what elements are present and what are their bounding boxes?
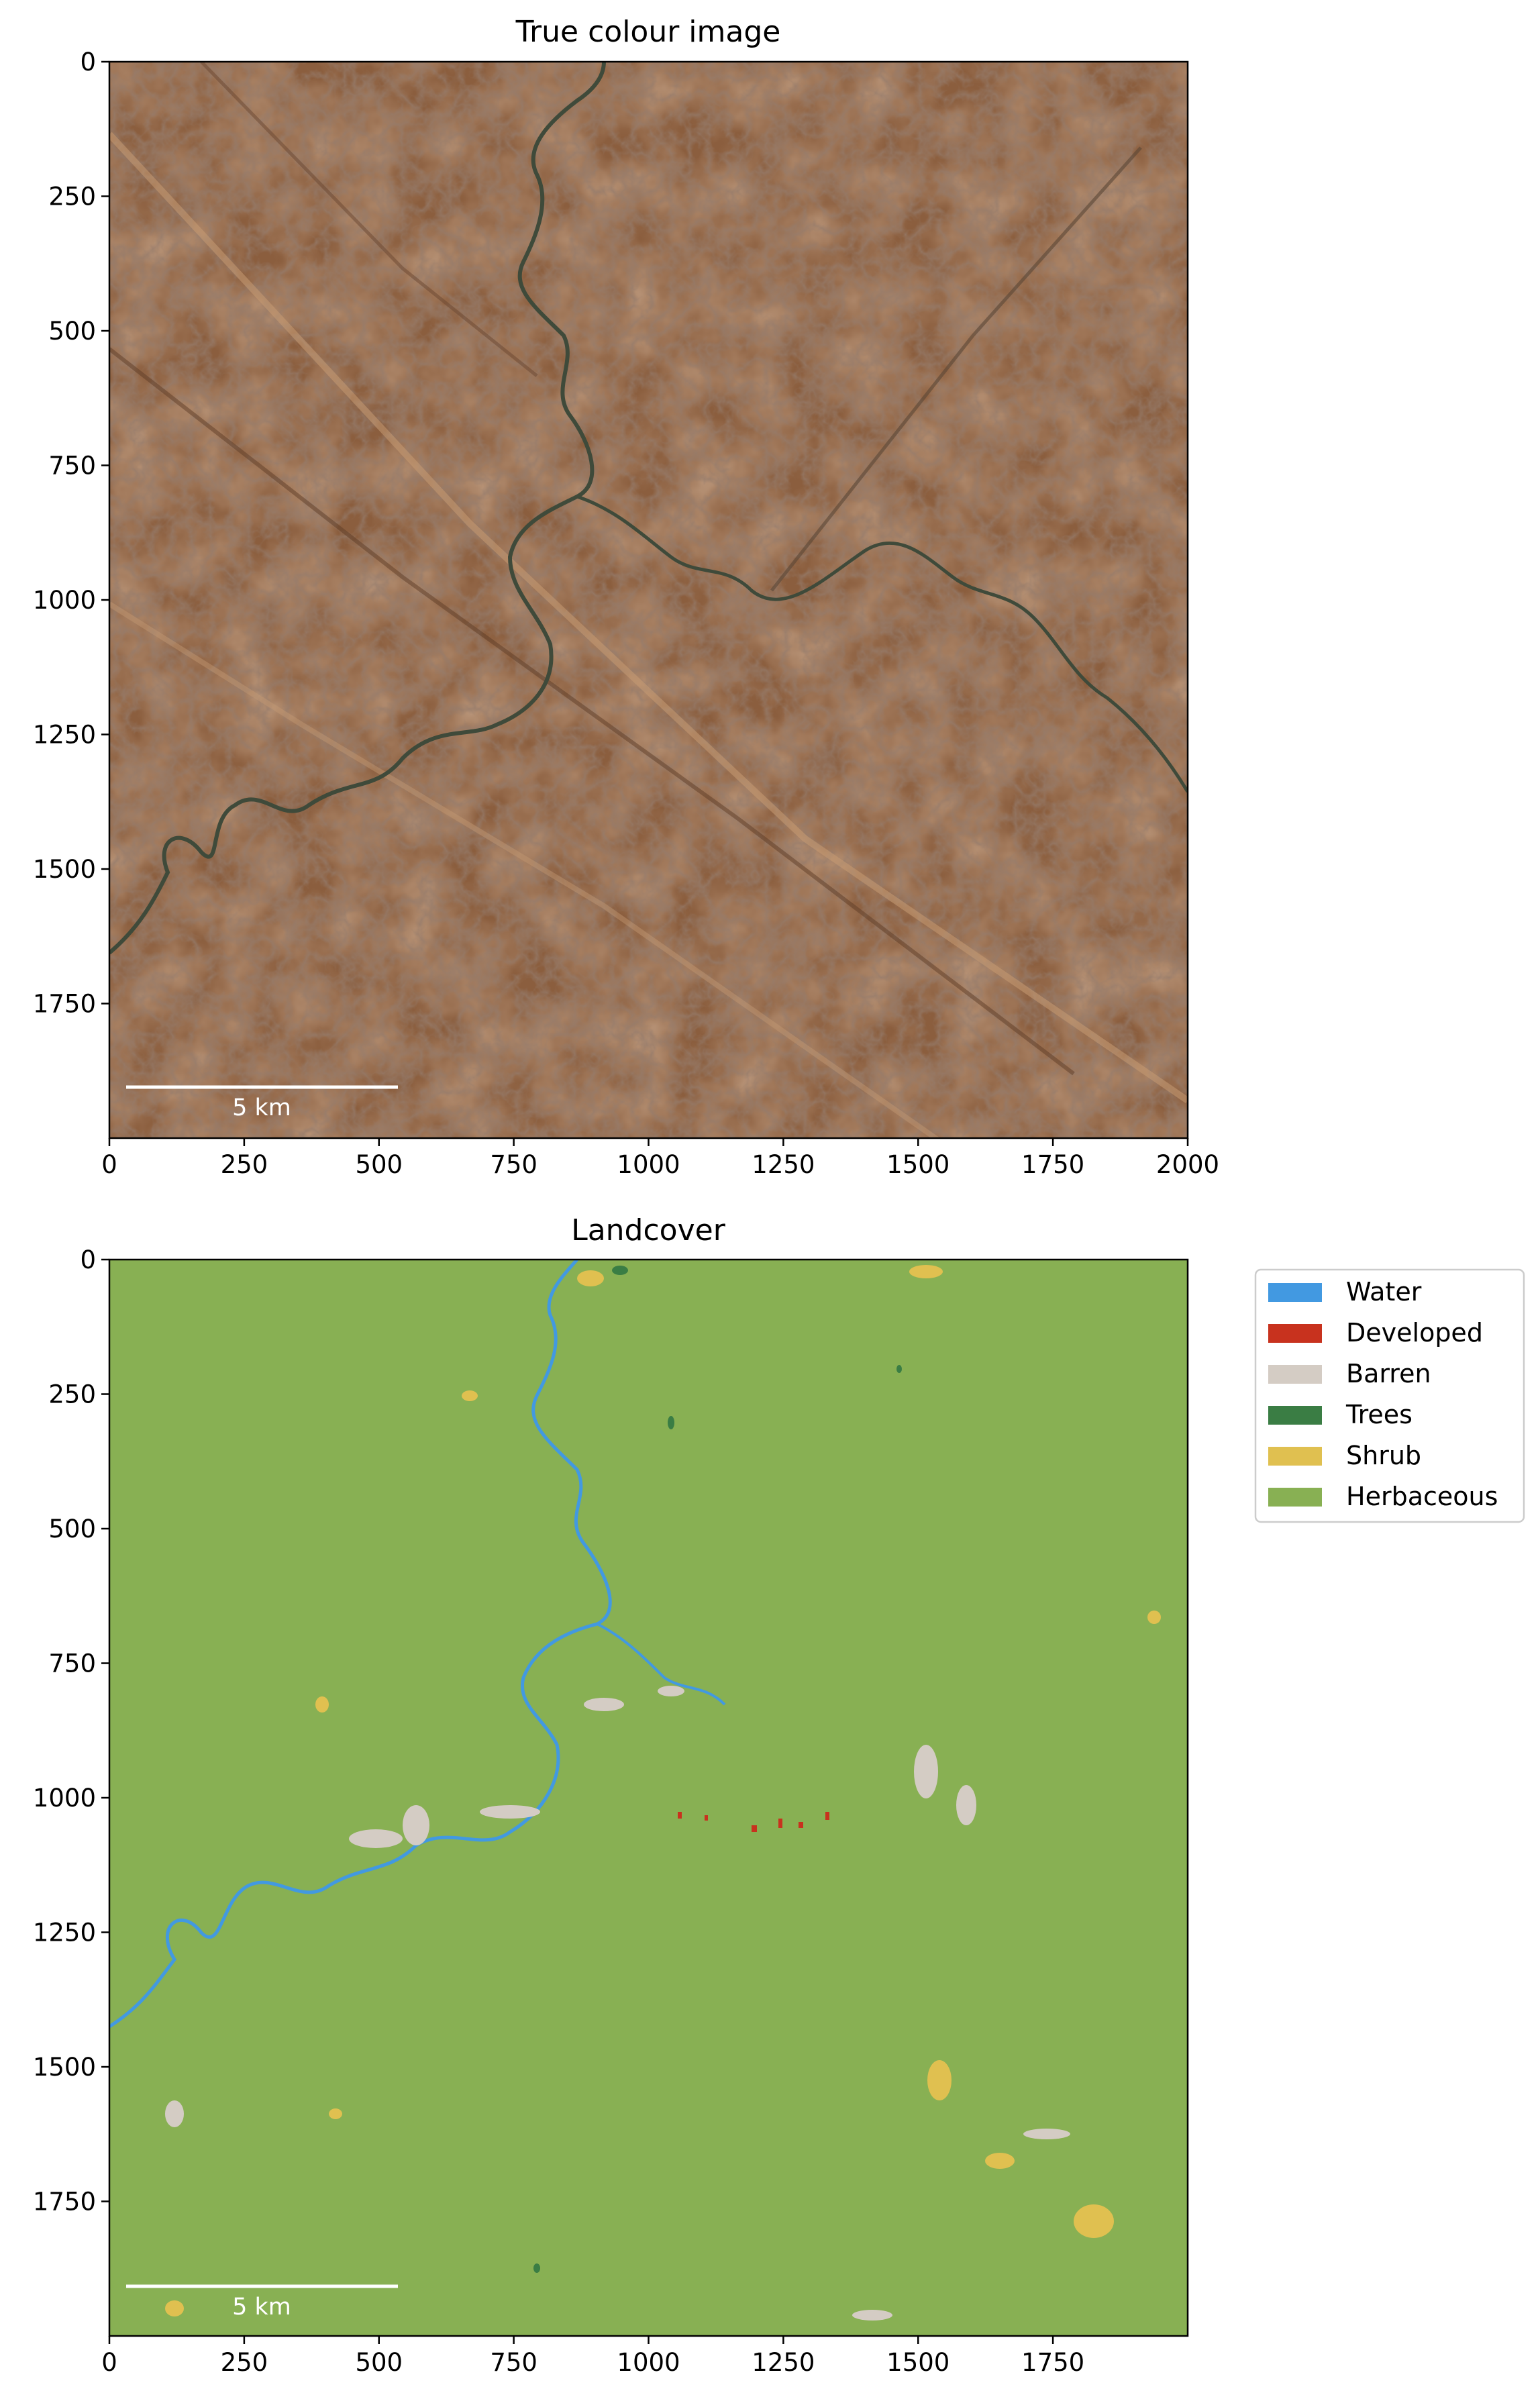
y-tick-label: 0 — [80, 1245, 96, 1274]
x-tick-label: 1250 — [752, 1150, 815, 1179]
y-tick-label: 1750 — [33, 2188, 96, 2216]
x-tick-label: 250 — [221, 2348, 268, 2377]
y-tick-label: 1250 — [33, 721, 96, 750]
legend-swatch — [1268, 1324, 1322, 1343]
x-tick-label: 500 — [355, 1150, 403, 1179]
x-tick-label: 2000 — [1156, 1150, 1219, 1179]
x-tick-label: 250 — [221, 1150, 268, 1179]
y-tick-label: 500 — [48, 317, 96, 346]
y-tick-label: 500 — [48, 1515, 96, 1543]
y-tick-label: 750 — [48, 452, 96, 480]
y-tick-label: 1500 — [33, 855, 96, 884]
legend-frame — [1254, 1268, 1525, 1523]
y-tick-label: 750 — [48, 1649, 96, 1678]
barren-patches — [165, 1686, 1070, 2321]
axis-ticks: 0 250 500 750 1000 1250 1500 1750 2000 0 250 500 750… — [33, 48, 1219, 1179]
axis-ticks: 0 250 500 750 1000 1250 1500 1750 0 250 500 750 1000… — [33, 1245, 1084, 2377]
scale-bar-label: 5 km — [232, 2294, 291, 2321]
landcover-panel: Landcover — [33, 1213, 1189, 2377]
legend-label: Herbaceous — [1346, 1482, 1498, 1511]
x-tick-label: 1000 — [617, 2348, 680, 2377]
legend-swatch — [1268, 1406, 1322, 1425]
x-tick-label: 1750 — [1021, 2348, 1084, 2377]
panel-title: True colour image — [515, 15, 781, 49]
legend-label: Developed — [1346, 1318, 1483, 1347]
x-tick-label: 750 — [490, 2348, 537, 2377]
y-tick-label: 1750 — [33, 990, 96, 1019]
shrub-patches — [165, 1265, 1161, 2316]
true-colour-panel: True colour image 5 km 0 250 500 750 1000 125… — [33, 15, 1219, 1179]
x-tick-label: 1500 — [886, 2348, 949, 2377]
legend-label: Shrub — [1346, 1441, 1421, 1470]
tree-patches — [533, 1266, 902, 2273]
satellite-image: 5 km — [109, 62, 1188, 1138]
y-tick-label: 250 — [48, 183, 96, 211]
legend-label: Barren — [1346, 1359, 1431, 1388]
legend-label: Water — [1346, 1277, 1422, 1307]
y-tick-label: 1000 — [33, 586, 96, 615]
legend: Water Developed Barren Trees Shrub Herbaceous — [1254, 1268, 1525, 1523]
legend-swatch — [1268, 1488, 1322, 1507]
scale-bar-label: 5 km — [232, 1094, 291, 1121]
landcover-map: 5 km — [109, 1260, 1188, 2336]
y-tick-label: 1500 — [33, 2053, 96, 2082]
x-tick-label: 1250 — [752, 2348, 815, 2377]
river-path — [109, 62, 606, 955]
x-tick-label: 0 — [101, 1150, 117, 1179]
panel-title: Landcover — [571, 1213, 726, 1247]
legend-swatch — [1268, 1365, 1322, 1384]
x-tick-label: 1500 — [886, 1150, 949, 1179]
x-tick-label: 500 — [355, 2348, 403, 2377]
y-tick-label: 1250 — [33, 1919, 96, 1947]
x-tick-label: 750 — [490, 1150, 537, 1179]
y-tick-label: 250 — [48, 1380, 96, 1409]
x-tick-label: 1750 — [1021, 1150, 1084, 1179]
developed-patches — [678, 1812, 829, 1832]
x-tick-label: 1000 — [617, 1150, 680, 1179]
x-tick-label: 0 — [101, 2348, 117, 2377]
y-tick-label: 0 — [80, 48, 96, 77]
y-tick-label: 1000 — [33, 1784, 96, 1813]
legend-swatch — [1268, 1283, 1322, 1302]
water-river — [109, 1260, 612, 2029]
legend-label: Trees — [1345, 1400, 1413, 1429]
legend-swatch — [1268, 1447, 1322, 1466]
